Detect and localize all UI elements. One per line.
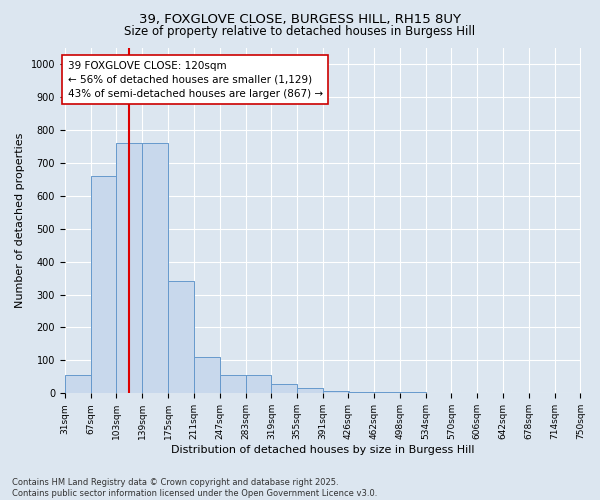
- Bar: [271, 384, 297, 394]
- Bar: [194, 357, 220, 394]
- Bar: [220, 375, 245, 394]
- Text: Contains HM Land Registry data © Crown copyright and database right 2025.
Contai: Contains HM Land Registry data © Crown c…: [12, 478, 377, 498]
- Bar: [91, 176, 116, 394]
- Bar: [116, 143, 142, 394]
- Bar: [168, 282, 194, 394]
- Text: Size of property relative to detached houses in Burgess Hill: Size of property relative to detached ho…: [124, 25, 476, 38]
- Bar: [374, 392, 400, 394]
- Y-axis label: Number of detached properties: Number of detached properties: [15, 132, 25, 308]
- Text: 39, FOXGLOVE CLOSE, BURGESS HILL, RH15 8UY: 39, FOXGLOVE CLOSE, BURGESS HILL, RH15 8…: [139, 12, 461, 26]
- Bar: [425, 392, 451, 394]
- Text: 39 FOXGLOVE CLOSE: 120sqm
← 56% of detached houses are smaller (1,129)
43% of se: 39 FOXGLOVE CLOSE: 120sqm ← 56% of detac…: [68, 60, 323, 98]
- Bar: [400, 392, 425, 394]
- Bar: [245, 375, 271, 394]
- Bar: [323, 390, 349, 394]
- X-axis label: Distribution of detached houses by size in Burgess Hill: Distribution of detached houses by size …: [171, 445, 475, 455]
- Bar: [65, 375, 91, 394]
- Bar: [348, 392, 374, 394]
- Bar: [297, 388, 323, 394]
- Bar: [142, 143, 168, 394]
